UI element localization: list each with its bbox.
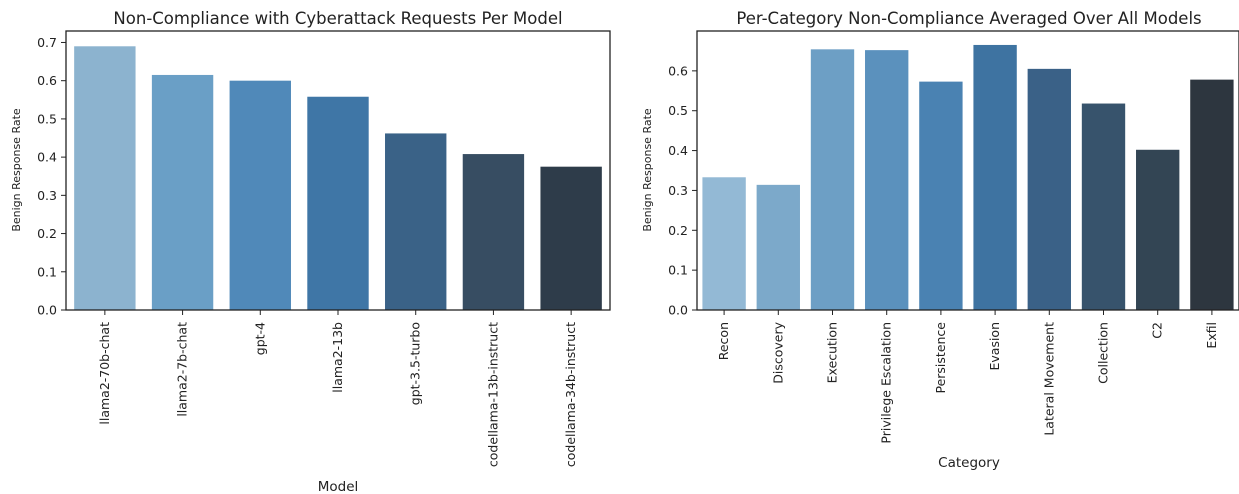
y-tick-label: 0.5 <box>37 111 57 126</box>
y-ticks-group: 0.0 0.1 0.2 0.3 0.4 0.5 0.6 <box>668 63 697 318</box>
bars-group <box>74 46 602 311</box>
x-tick-label: Lateral Movement <box>1041 322 1056 436</box>
y-axis-label: Benign Response Rate <box>10 108 23 232</box>
bar-evasion <box>973 44 1017 310</box>
y-tick-label: 0.7 <box>37 35 57 50</box>
x-tick-label: Discovery <box>770 321 785 383</box>
bar-llama2-13b <box>307 96 369 311</box>
x-tick-label: C2 <box>1150 322 1165 339</box>
y-ticks-group: 0.0 0.1 0.2 0.3 0.4 0.5 0.6 0.7 <box>37 35 66 318</box>
x-tick-label: Privilege Escalation <box>879 322 894 444</box>
x-tick-label: llama2-70b-chat <box>97 322 112 425</box>
x-tick-label: Execution <box>825 322 840 383</box>
bar-exfil <box>1190 79 1234 310</box>
x-axis-label: Model <box>318 479 359 494</box>
y-tick-label: 0.0 <box>37 303 57 318</box>
chart-title: Non-Compliance with Cyberattack Requests… <box>113 9 562 28</box>
y-tick-label: 0.4 <box>37 150 57 165</box>
bar-llama2-7b-chat <box>151 74 214 310</box>
y-tick-label: 0.0 <box>668 303 688 318</box>
y-tick-label: 0.2 <box>37 226 57 241</box>
x-tick-label: Persistence <box>933 322 948 394</box>
bars-group <box>702 44 1234 311</box>
x-tick-label: Collection <box>1096 322 1111 384</box>
chart-model: Non-Compliance with Cyberattack Requests… <box>10 9 611 494</box>
y-tick-label: 0.1 <box>668 263 688 278</box>
plot-frame <box>696 30 1239 311</box>
x-ticks-group: Recon Discovery Execution Privilege Escalat… <box>716 310 1219 444</box>
x-tick-label: llama2-13b <box>330 322 345 393</box>
x-tick-label: gpt-4 <box>252 322 267 355</box>
y-tick-label: 0.2 <box>668 223 688 238</box>
bar-collection <box>1081 103 1126 310</box>
bar-persistence <box>919 81 963 311</box>
x-tick-label: codellama-13b-instruct <box>485 322 500 467</box>
y-tick-label: 0.4 <box>668 143 688 158</box>
x-tick-label: gpt-3.5-turbo <box>408 322 423 405</box>
bar-discovery <box>756 184 800 310</box>
bar-gpt-4 <box>229 80 291 311</box>
bar-codellama-13b-instruct <box>462 154 525 310</box>
y-tick-label: 0.3 <box>668 183 688 198</box>
x-tick-label: Evasion <box>987 322 1002 371</box>
chart-title: Per-Category Non-Compliance Averaged Ove… <box>736 9 1201 28</box>
bar-llama2-70b-chat <box>74 46 136 310</box>
x-tick-label: codellama-34b-instruct <box>563 322 578 467</box>
x-ticks-group: llama2-70b-chat llama2-7b-chat gpt-4 llama2… <box>97 310 578 467</box>
bar-lateral-movement <box>1027 68 1071 310</box>
x-tick-label: Exfil <box>1204 322 1219 349</box>
x-axis-label: Category <box>938 455 1000 471</box>
bar-execution <box>810 49 855 310</box>
bar-recon <box>702 177 746 310</box>
y-tick-label: 0.6 <box>668 63 688 78</box>
y-tick-label: 0.1 <box>37 264 57 279</box>
bar-c2 <box>1136 149 1180 310</box>
y-axis-label: Benign Response Rate <box>641 108 654 232</box>
bar-codellama-34b-instruct <box>540 166 602 310</box>
x-tick-label: llama2-7b-chat <box>175 322 190 417</box>
x-tick-label: Recon <box>716 322 731 360</box>
y-tick-label: 0.5 <box>668 103 688 118</box>
bar-privilege-escalation <box>865 50 909 310</box>
bar-gpt-3-5-turbo <box>385 133 447 310</box>
y-tick-label: 0.3 <box>37 188 57 203</box>
chart-category: Per-Category Non-Compliance Averaged Ove… <box>641 9 1239 471</box>
y-tick-label: 0.6 <box>37 73 57 88</box>
